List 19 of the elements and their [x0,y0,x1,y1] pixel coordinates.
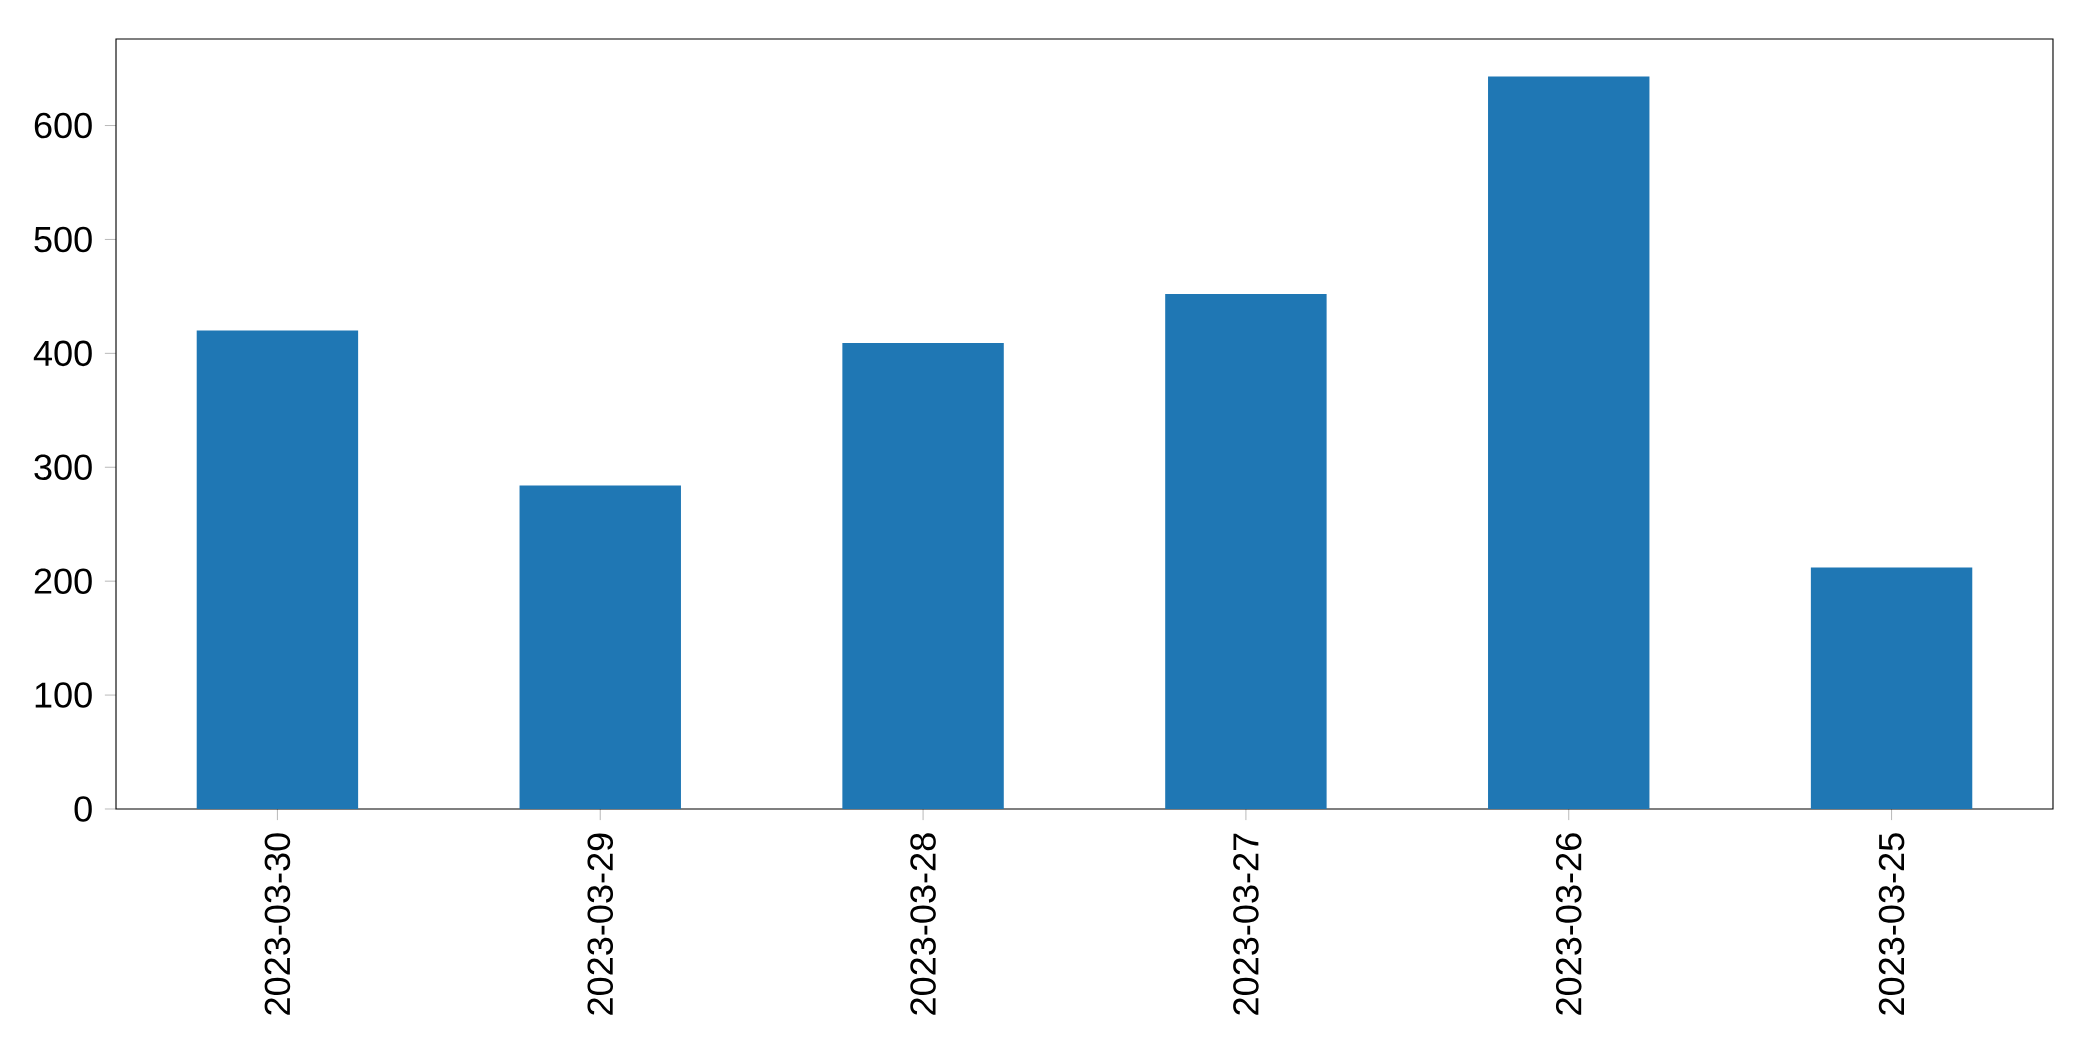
x-tick-label: 2023-03-30 [264,833,291,1015]
bar [842,343,1004,809]
bar [1165,294,1327,809]
y-tick-label: 300 [34,454,92,481]
x-tick-label: 2023-03-29 [587,833,614,1015]
y-tick-label: 600 [34,112,92,139]
x-tick-label: 2023-03-28 [910,833,936,1015]
bar [196,330,359,809]
y-tick-label: 100 [35,682,92,708]
x-tick-label: 2023-03-27 [1233,833,1259,1015]
bar [519,485,681,809]
bar [1810,567,1973,809]
bar [1488,76,1650,809]
x-tick-label: 2023-03-25 [1878,833,1905,1015]
y-tick-label: 0 [74,796,92,822]
y-tick-label: 200 [34,568,92,594]
y-tick-label: 500 [34,226,92,253]
y-tick-label: 400 [33,340,92,367]
x-tick-label: 2023-03-26 [1555,833,1582,1015]
